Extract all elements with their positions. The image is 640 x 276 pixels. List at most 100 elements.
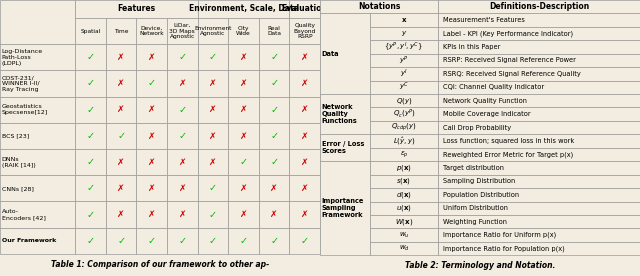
Text: RSRQ: Received Signal Reference Quality: RSRQ: Received Signal Reference Quality [443, 71, 581, 77]
Text: ✓: ✓ [117, 236, 125, 246]
Bar [320, 134, 370, 161]
Bar [289, 149, 320, 175]
Bar [438, 0, 640, 14]
Bar [289, 97, 320, 123]
Text: ✓: ✓ [86, 236, 95, 246]
Text: ✗: ✗ [301, 79, 308, 88]
Text: $Q_c(y^P)$: $Q_c(y^P)$ [392, 108, 415, 120]
Text: Sampling Distribution: Sampling Distribution [443, 178, 515, 184]
Text: ✗: ✗ [148, 131, 156, 140]
Text: ✗: ✗ [117, 158, 125, 167]
Text: Label - KPI (Key Performance Indicator): Label - KPI (Key Performance Indicator) [443, 30, 573, 37]
Bar [228, 149, 259, 175]
Bar [438, 175, 640, 188]
Text: Notations: Notations [358, 2, 401, 11]
Text: $y^I$: $y^I$ [400, 68, 408, 80]
Bar [228, 44, 259, 70]
Bar [438, 81, 640, 94]
Bar [228, 70, 259, 97]
Bar [136, 175, 167, 201]
Text: ✗: ✗ [148, 184, 156, 193]
Bar [136, 97, 167, 123]
Bar [370, 121, 438, 134]
Bar [370, 54, 438, 67]
Bar [106, 149, 136, 175]
Text: ✗: ✗ [117, 53, 125, 62]
Bar [106, 97, 136, 123]
Bar [136, 149, 167, 175]
Text: ✗: ✗ [301, 158, 308, 167]
Text: Population Distribution: Population Distribution [443, 192, 519, 198]
Text: ✗: ✗ [301, 105, 308, 114]
Bar [438, 14, 640, 27]
Text: ✗: ✗ [240, 131, 247, 140]
Text: Data: Data [322, 51, 339, 57]
Text: ✗: ✗ [270, 210, 278, 219]
Text: ✗: ✗ [209, 158, 217, 167]
Text: $u(\mathbf{x})$: $u(\mathbf{x})$ [396, 203, 412, 213]
Bar [167, 18, 198, 44]
Text: Time: Time [114, 28, 129, 34]
Text: ✗: ✗ [270, 184, 278, 193]
Text: $p(\mathbf{x})$: $p(\mathbf{x})$ [396, 163, 412, 173]
Bar [438, 40, 640, 54]
Bar [106, 70, 136, 97]
Bar [0, 123, 76, 149]
Text: ✓: ✓ [270, 78, 278, 89]
Text: ✓: ✓ [148, 78, 156, 89]
Bar [76, 97, 106, 123]
Bar [198, 97, 228, 123]
Bar [76, 18, 106, 44]
Text: City
Wide: City Wide [236, 26, 251, 36]
Text: $\varepsilon_p$: $\varepsilon_p$ [399, 149, 408, 160]
Bar [370, 27, 438, 40]
Text: ✗: ✗ [240, 53, 247, 62]
Text: ✓: ✓ [86, 157, 95, 167]
Bar [259, 201, 289, 228]
Text: Weighting Function: Weighting Function [443, 219, 507, 225]
Text: $s(\mathbf{x})$: $s(\mathbf{x})$ [396, 176, 412, 186]
Text: ✓: ✓ [86, 131, 95, 141]
Text: $\mathbf{x}$: $\mathbf{x}$ [401, 16, 407, 24]
Text: ✓: ✓ [178, 52, 186, 62]
Bar [438, 188, 640, 201]
Bar [0, 201, 76, 228]
Text: Table 1: Comparison of our framework to other ap-: Table 1: Comparison of our framework to … [51, 261, 269, 269]
Text: Log-Distance
Path-Loss
(LDPL): Log-Distance Path-Loss (LDPL) [2, 49, 43, 66]
Bar [259, 149, 289, 175]
Bar [370, 67, 438, 81]
Bar [0, 0, 76, 44]
Text: Geostatistics
Specsense[12]: Geostatistics Specsense[12] [2, 104, 48, 115]
Bar [76, 175, 106, 201]
Text: KPIs in this Paper: KPIs in this Paper [443, 44, 500, 50]
Bar [76, 44, 106, 70]
Text: Network
Quality
Functions: Network Quality Functions [322, 104, 357, 124]
Text: Table 2: Terminology and Notation.: Table 2: Terminology and Notation. [405, 261, 555, 270]
Bar [228, 228, 259, 254]
Text: ✗: ✗ [148, 105, 156, 114]
Bar [167, 175, 198, 201]
Bar [106, 123, 136, 149]
Text: Real
Data: Real Data [267, 26, 281, 36]
Text: ✓: ✓ [86, 105, 95, 115]
Bar [198, 149, 228, 175]
Text: ✓: ✓ [239, 236, 248, 246]
Text: ✗: ✗ [301, 53, 308, 62]
Bar [167, 123, 198, 149]
Text: $w_d$: $w_d$ [399, 244, 410, 253]
Text: ✓: ✓ [270, 157, 278, 167]
Bar [438, 134, 640, 148]
Text: $y^C$: $y^C$ [399, 81, 409, 94]
Bar [167, 149, 198, 175]
Text: ✓: ✓ [148, 236, 156, 246]
Text: Environment, Scale, Data: Environment, Scale, Data [189, 4, 298, 14]
Text: Error / Loss
Scores: Error / Loss Scores [322, 141, 364, 154]
Bar [370, 201, 438, 215]
Bar [370, 188, 438, 201]
Text: ✓: ✓ [209, 209, 217, 220]
Text: $Q(y)$: $Q(y)$ [396, 96, 412, 106]
Bar [370, 94, 438, 107]
Bar [370, 242, 438, 255]
Bar [167, 44, 198, 70]
Bar [259, 123, 289, 149]
